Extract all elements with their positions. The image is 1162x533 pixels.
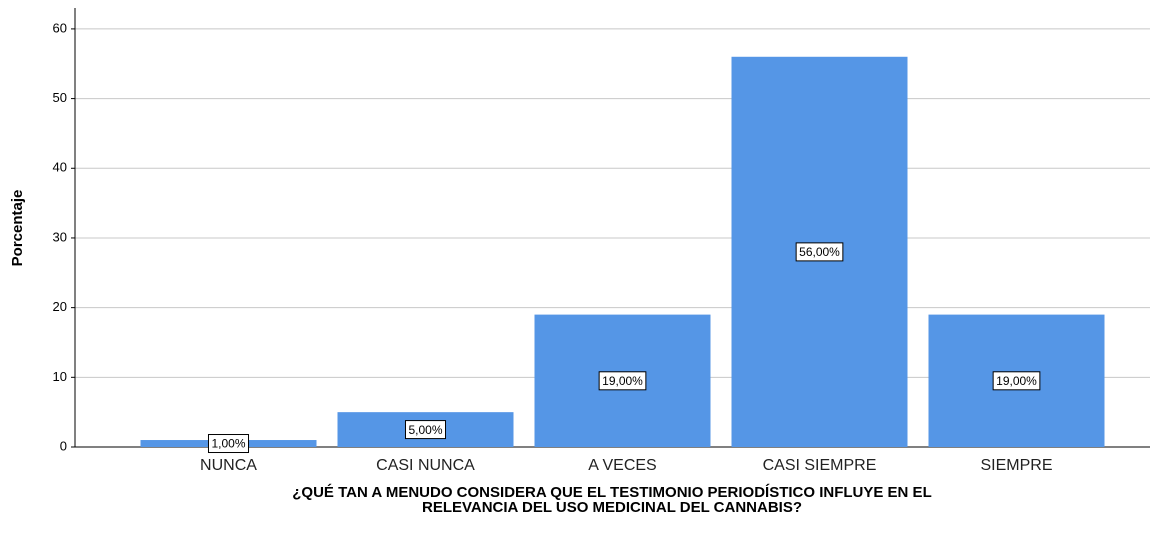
y-tick-label: 40: [53, 160, 67, 175]
x-tick-label: SIEMPRE: [980, 457, 1052, 474]
x-axis-label: RELEVANCIA DEL USO MEDICINAL DEL CANNABI…: [422, 499, 802, 516]
value-label-box: [598, 371, 647, 391]
value-label: 19,00%: [996, 374, 1037, 388]
x-tick-label: NUNCA: [200, 457, 257, 474]
value-label-box: [207, 434, 250, 454]
y-tick-label: 50: [53, 90, 67, 105]
value-label-box: [404, 420, 447, 440]
y-tick-label: 10: [53, 369, 67, 384]
y-tick-label: 60: [53, 20, 67, 35]
x-tick-label: CASI SIEMPRE: [763, 457, 877, 474]
value-label: 1,00%: [211, 437, 245, 451]
y-tick-label: 30: [53, 229, 67, 244]
y-tick-label: 0: [60, 438, 67, 453]
value-label: 56,00%: [799, 245, 840, 259]
x-tick-label: CASI NUNCA: [376, 457, 475, 474]
x-tick-label: A VECES: [588, 457, 656, 474]
value-label: 5,00%: [408, 423, 442, 437]
value-label-box: [795, 242, 844, 262]
x-axis-label: ¿QUÉ TAN A MENUDO CONSIDERA QUE EL TESTI…: [292, 484, 931, 501]
value-label: 19,00%: [602, 374, 643, 388]
y-axis-label: Porcentaje: [9, 190, 26, 267]
value-label-box: [992, 371, 1041, 391]
y-tick-label: 20: [53, 299, 67, 314]
